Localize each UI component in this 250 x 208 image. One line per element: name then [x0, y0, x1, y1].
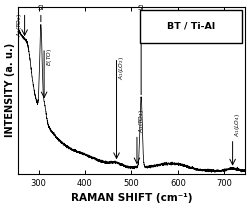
Text: Si: Si — [38, 5, 44, 11]
X-axis label: RAMAN SHIFT (cm⁻¹): RAMAN SHIFT (cm⁻¹) — [71, 193, 192, 203]
FancyBboxPatch shape — [140, 10, 242, 42]
Text: $E(TO)$: $E(TO)$ — [44, 48, 54, 66]
Text: Si: Si — [138, 5, 144, 11]
Text: BT / Ti-Al: BT / Ti-Al — [167, 22, 215, 31]
Text: $A_1(LO_2)$: $A_1(LO_2)$ — [117, 56, 126, 80]
Text: $A_1(LO_4)$: $A_1(LO_4)$ — [233, 113, 242, 137]
Y-axis label: INTENSITY (a. u.): INTENSITY (a. u.) — [5, 43, 15, 137]
Text: $A_1(TO_4)$: $A_1(TO_4)$ — [138, 109, 146, 133]
Text: $A_1(TO_2)$: $A_1(TO_2)$ — [15, 12, 24, 37]
